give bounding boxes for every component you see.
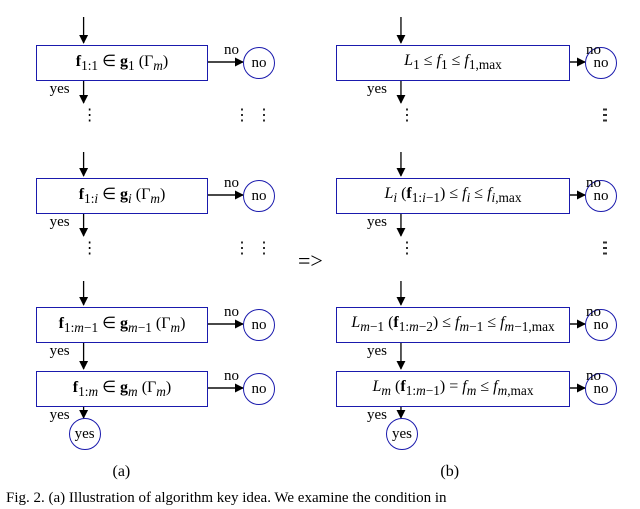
terminal-no: no — [243, 309, 275, 341]
figure-caption: Fig. 2. (a) Illustration of algorithm ke… — [6, 490, 636, 507]
condition-box: f1:1 ∈ g1 (Γm) — [36, 45, 208, 81]
terminal-no: no — [243, 180, 275, 212]
terminal-no: no — [243, 373, 275, 405]
condition-box: Lm−1 (f1:m−2) ≤ fm−1 ≤ fm−1,max — [336, 307, 570, 343]
terminal-no: no — [243, 47, 275, 79]
condition-box: L1 ≤ f1 ≤ f1,max — [336, 45, 570, 81]
terminal-yes: yes — [386, 418, 418, 450]
condition-box: Lm (f1:m−1) = fm ≤ fm,max — [336, 371, 570, 407]
condition-box: f1:m ∈ gm (Γm) — [36, 371, 208, 407]
condition-box: f1:i ∈ gi (Γm) — [36, 178, 208, 214]
implies-label: => — [298, 248, 323, 274]
condition-box: Li (f1:i−1) ≤ fi ≤ fi,max — [336, 178, 570, 214]
condition-box: f1:m−1 ∈ gm−1 (Γm) — [36, 307, 208, 343]
terminal-yes: yes — [69, 418, 101, 450]
